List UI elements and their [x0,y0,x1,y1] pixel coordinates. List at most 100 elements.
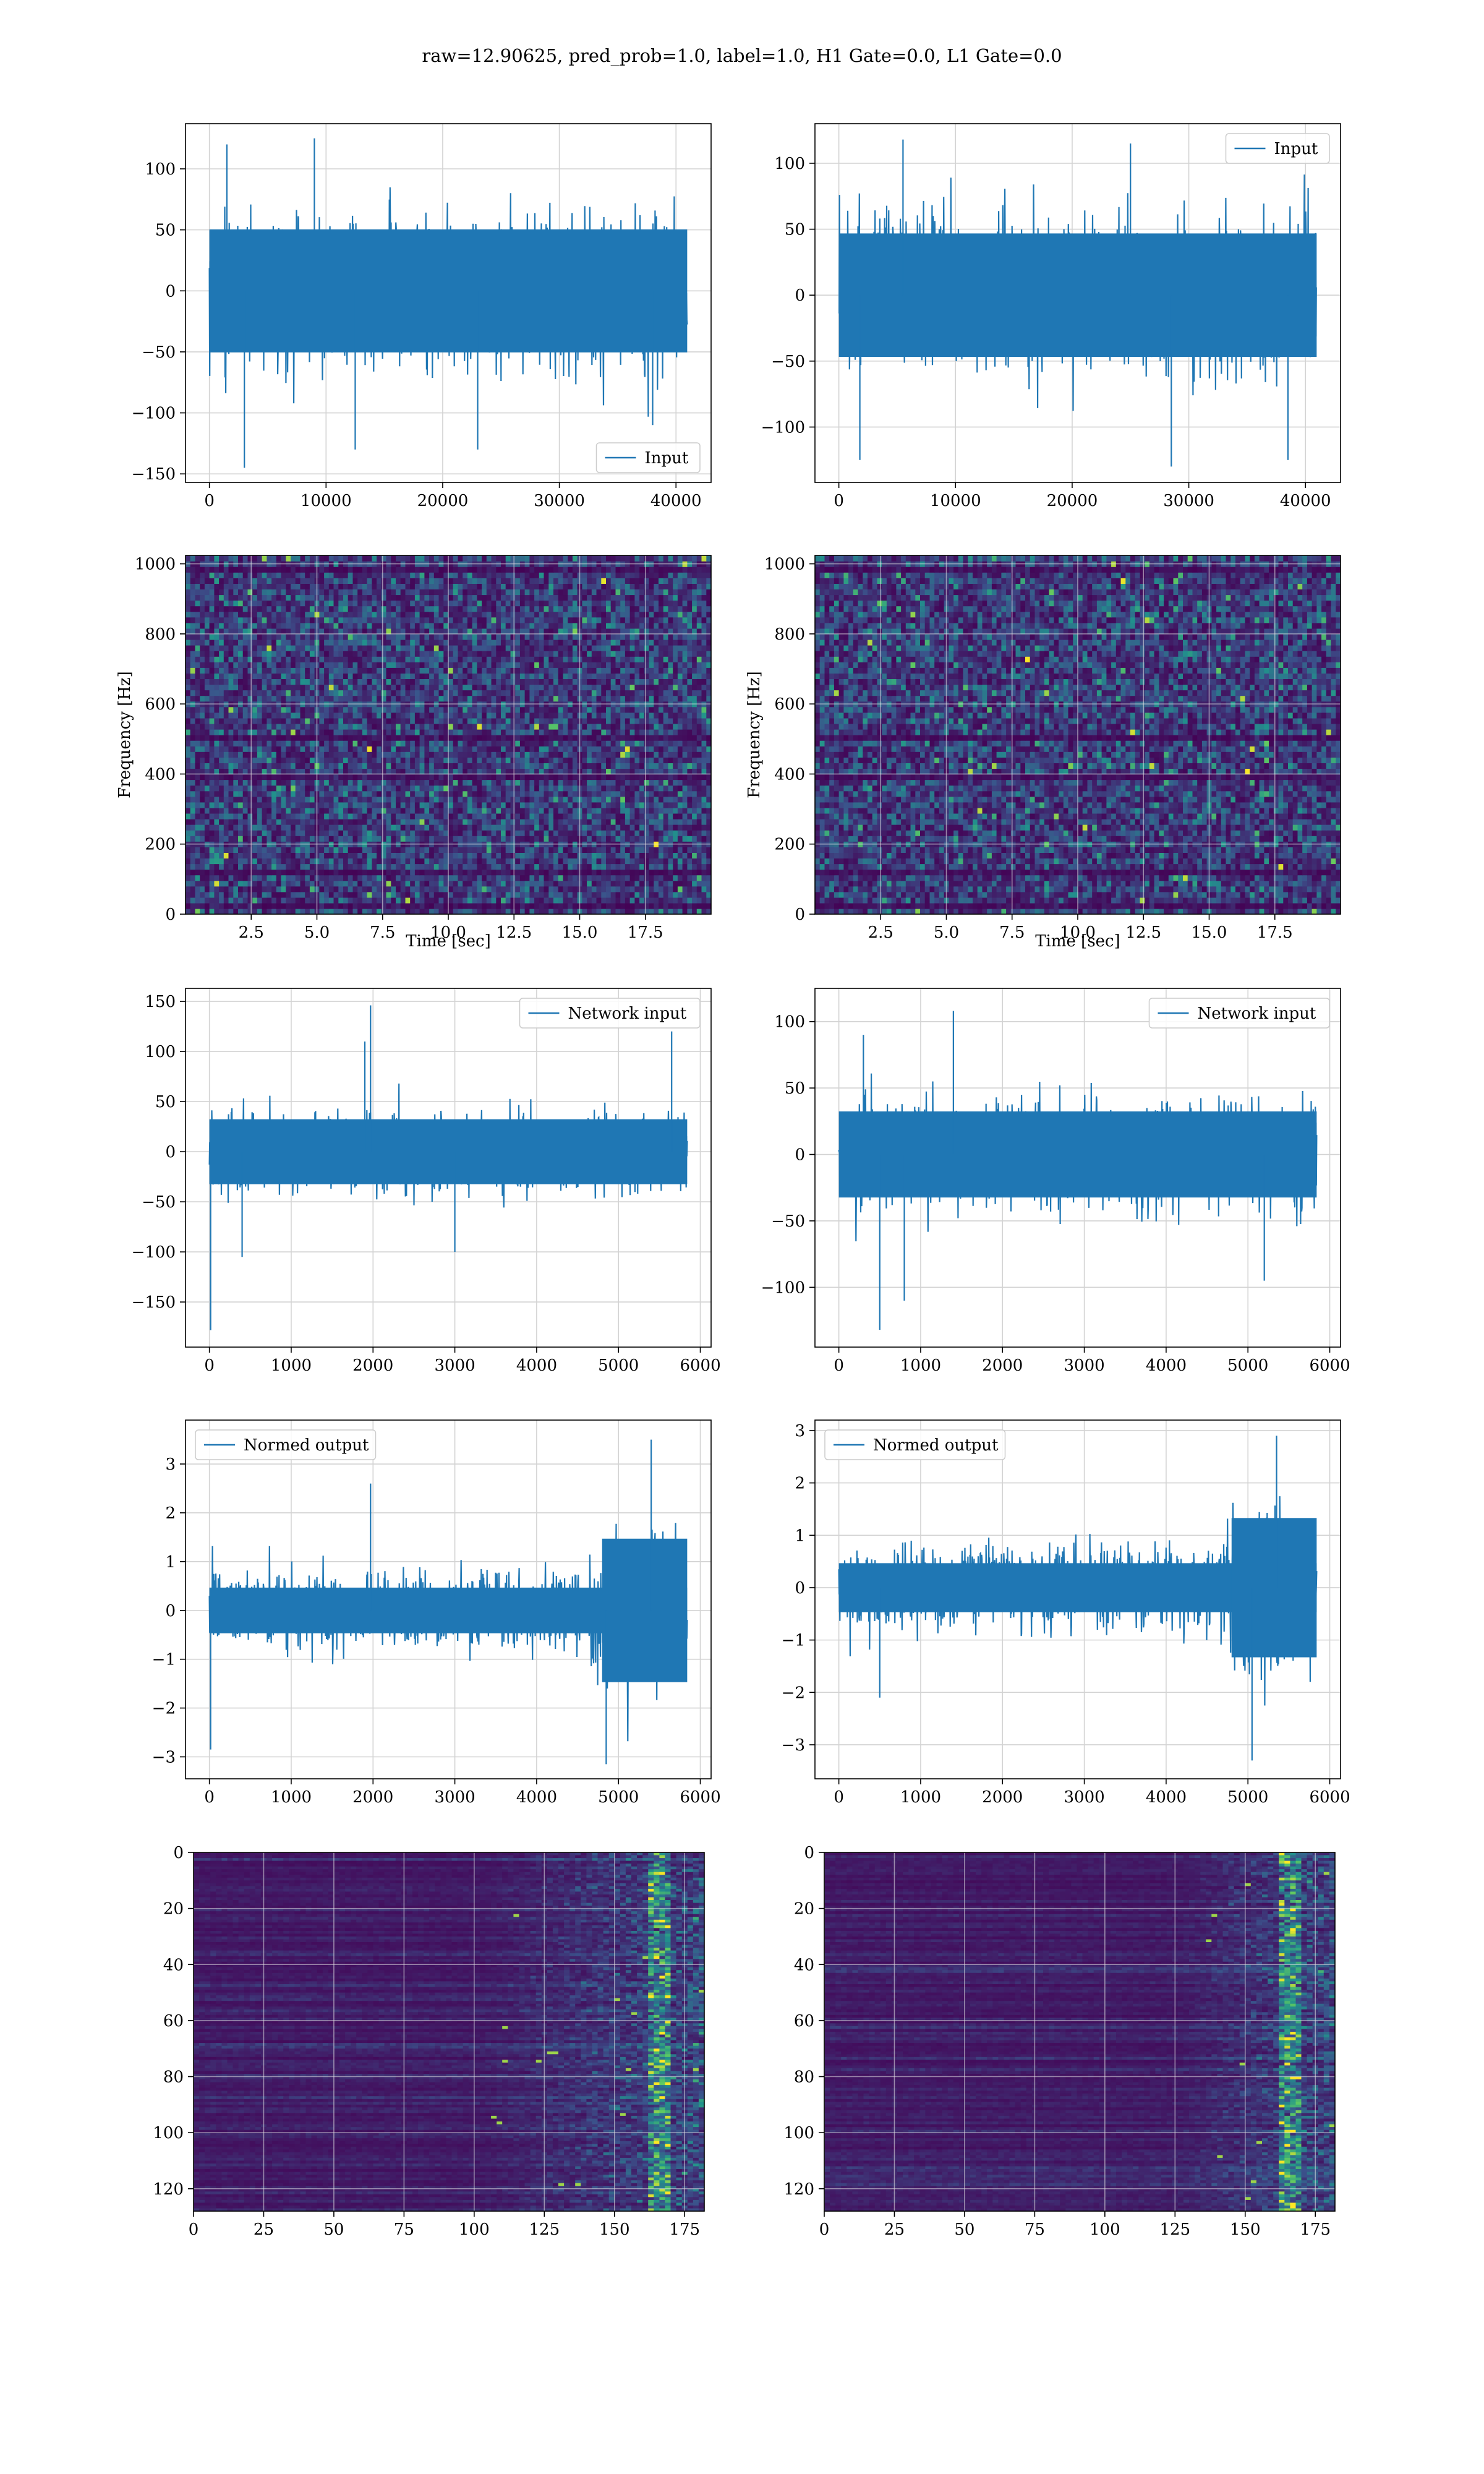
heatmap-cell [654,902,659,909]
heatmap-cell [324,802,330,808]
heatmap-cell [548,869,554,876]
heatmap-cell [596,768,602,775]
heatmap-cell [673,818,678,825]
heatmap-cell [591,818,597,825]
heatmap-cell [639,751,645,758]
heatmap-cell [300,863,305,870]
heatmap-cell [324,746,330,752]
heatmap-cell [419,880,425,887]
heatmap-cell [419,690,425,696]
heatmap-cell [367,796,372,803]
heatmap-cell [548,897,554,904]
heatmap-cell [692,790,697,797]
heatmap-cell [309,746,315,752]
heatmap-cell [668,712,673,719]
heatmap-cell [267,662,272,668]
heatmap-cell [534,847,540,853]
heatmap-cell [228,863,234,870]
heatmap-cell [654,757,659,763]
heatmap-cell [343,667,349,674]
heatmap-cell [448,836,454,842]
heatmap-cell [295,858,301,865]
heatmap-cell [429,712,435,719]
heatmap-cell [195,763,200,769]
heatmap-cell [291,852,296,858]
heatmap-cell [410,751,416,758]
heatmap-cell [563,836,568,842]
heatmap-cell [668,774,673,781]
heatmap-cell [529,836,535,842]
heatmap-cell [228,751,234,758]
heatmap-cell [300,706,305,713]
heatmap-cell [357,880,363,887]
heatmap-cell [443,673,449,679]
heatmap-cell [209,818,215,825]
heatmap-cell [524,796,530,803]
heatmap-cell [443,830,449,836]
heatmap-cell [534,717,540,724]
heatmap-cell [186,729,191,735]
heatmap-cell [472,678,477,685]
heatmap-cell [223,908,229,914]
heatmap-cell [424,863,430,870]
heatmap-cell [400,678,406,685]
heatmap-cell [286,875,291,881]
heatmap-cell [405,852,411,858]
heatmap-cell [606,763,612,769]
heatmap-cell [458,836,463,842]
heatmap-cell [692,802,697,808]
heatmap-cell [663,690,668,696]
heatmap-cell [324,902,330,909]
heatmap-cell [563,740,568,747]
heatmap-cell [223,763,229,769]
heatmap-cell [629,897,635,904]
heatmap-cell [486,836,492,842]
heatmap-cell [519,875,526,881]
heatmap-cell [558,746,563,752]
heatmap-cell [190,824,195,831]
heatmap-cell [190,802,195,808]
heatmap-cell [300,673,305,679]
panels: 0 10000 20000 30000 40000−150−100−50050100In… [116,123,1350,2239]
heatmap-cell [606,729,612,735]
heatmap-cell [309,779,315,786]
heatmap-cell [195,729,200,735]
heatmap-cell [539,717,545,724]
heatmap-cell [386,729,391,735]
heatmap-cell [338,880,344,887]
heatmap-cell [214,886,220,892]
heatmap-cell [238,813,244,820]
heatmap-cell [519,880,526,887]
heatmap-cell [463,802,468,808]
heatmap-cell [496,684,501,691]
heatmap-cell [568,824,573,831]
heatmap-cell [286,740,291,747]
heatmap-cell [305,735,310,741]
heatmap-cell [668,818,673,825]
heatmap-cell [515,908,521,914]
heatmap-cell [410,830,416,836]
heatmap-cell [410,880,416,887]
heatmap-cell [529,673,535,679]
heatmap-cell [544,768,549,775]
heatmap-cell [262,908,267,914]
heatmap-cell [606,869,612,876]
heatmap-cell [257,875,263,881]
heatmap-cell [629,847,635,853]
heatmap-cell [482,746,487,752]
heatmap-cell [510,768,516,775]
heatmap-cell [214,908,220,914]
heatmap-cell [472,757,477,763]
heatmap-cell [233,807,239,814]
heatmap-cell [572,667,578,674]
heatmap-cell [209,684,215,691]
heatmap-cell [377,717,382,724]
heatmap-cell [377,774,382,781]
heatmap-cell [654,751,659,758]
heatmap-cell [443,746,449,752]
heatmap-cell [295,662,301,668]
heatmap-cell [405,802,411,808]
heatmap-cell [195,869,200,876]
heatmap-cell [706,757,711,763]
heatmap-cell [505,667,511,674]
